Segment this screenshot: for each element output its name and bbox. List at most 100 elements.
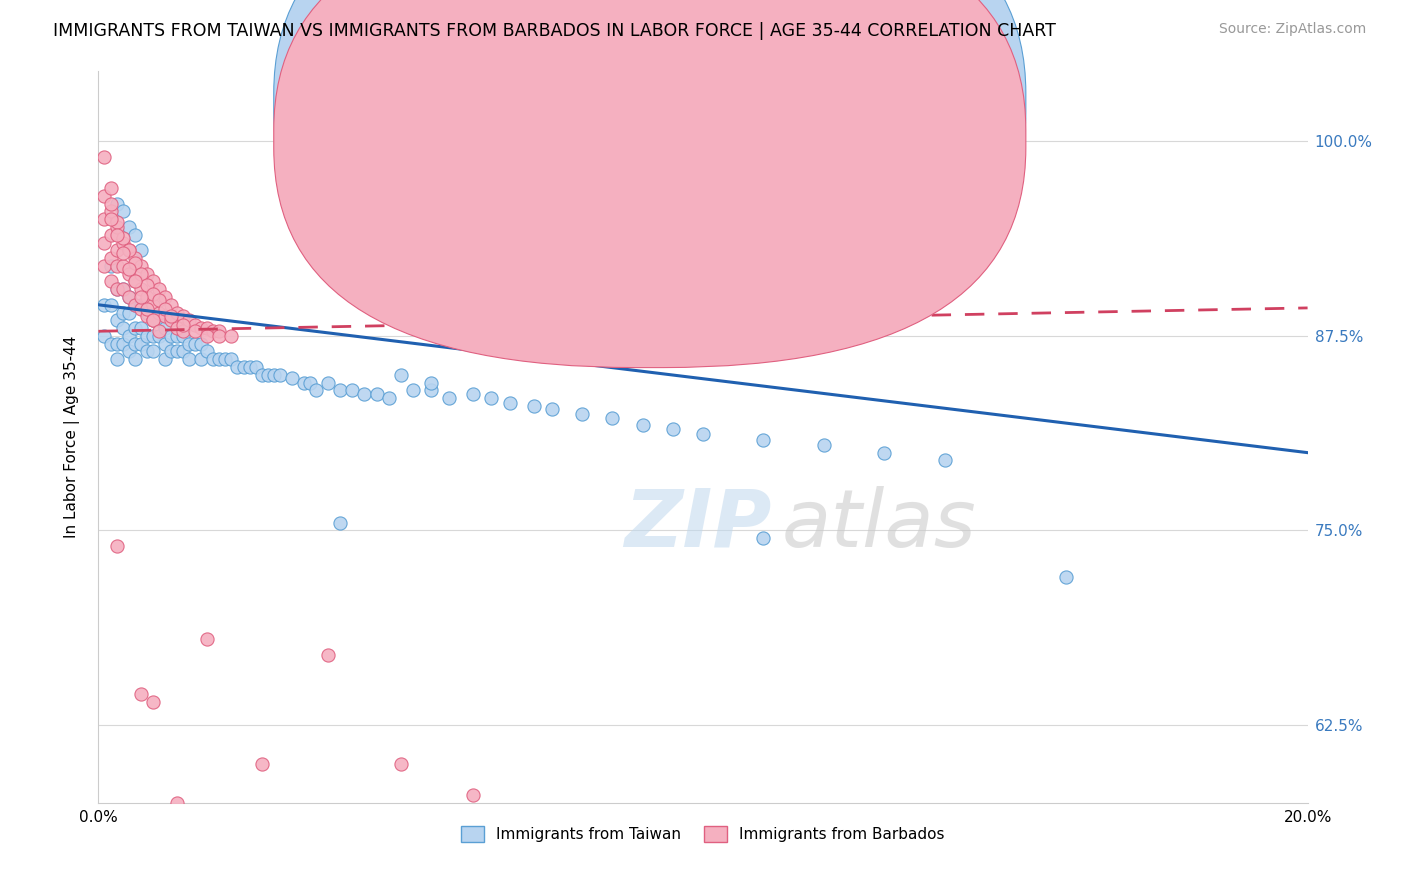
Point [523,399,546,413]
Point [93,150,115,164]
Point [153,309,176,323]
Point [329,384,352,398]
Point [148,329,170,343]
Point [463,788,485,802]
Point [184,324,207,338]
Point [389,368,412,382]
Point [111,235,134,250]
Point [166,329,188,343]
Point [105,313,128,327]
Point [195,321,218,335]
Point [100,259,122,273]
Point [142,275,165,289]
Point [135,290,157,304]
Text: N =: N = [785,93,818,108]
Point [316,648,339,662]
Point [540,402,562,417]
Point [111,305,134,319]
Point [752,531,775,545]
Point [118,262,141,277]
Point [118,244,141,258]
Point [111,231,134,245]
Point [129,290,152,304]
Point [148,305,170,319]
Point [135,267,157,281]
Point [142,298,165,312]
Point [105,336,128,351]
Text: N =: N = [785,129,818,145]
Point [250,756,273,771]
Point [124,227,146,242]
Point [420,384,443,398]
Legend: Immigrants from Taiwan, Immigrants from Barbados: Immigrants from Taiwan, Immigrants from … [454,819,952,850]
Point [263,368,285,382]
Point [250,368,273,382]
Point [166,796,188,810]
Point [195,329,218,343]
Point [160,313,183,327]
Point [153,352,176,367]
Point [190,352,212,367]
Point [124,321,146,335]
Point [305,384,328,398]
Point [129,298,152,312]
Point [118,219,141,234]
Point [111,204,134,219]
Point [281,371,304,385]
Point [232,359,254,374]
Point [111,321,134,335]
Point [402,384,425,398]
Point [129,282,152,296]
Point [135,329,157,343]
Text: 83: 83 [828,129,846,145]
Text: Source: ZipAtlas.com: Source: ZipAtlas.com [1219,22,1367,37]
Point [105,352,128,367]
FancyBboxPatch shape [614,77,905,172]
Text: R =: R = [675,129,709,145]
Point [111,259,134,273]
Point [118,329,141,343]
Point [153,321,176,335]
Point [873,445,896,459]
Point [148,324,170,338]
Point [208,329,231,343]
Point [184,318,207,332]
Point [135,344,157,359]
Point [195,344,218,359]
Point [172,329,194,343]
Point [118,305,141,319]
Point [100,204,122,219]
Point [93,189,115,203]
Point [124,256,146,270]
Point [160,344,183,359]
Point [93,298,115,312]
Point [135,305,157,319]
Point [129,321,152,335]
Point [571,407,593,421]
Point [142,286,165,301]
Point [129,687,152,701]
Point [179,336,201,351]
Point [813,438,835,452]
Point [124,275,146,289]
Point [105,219,128,234]
Point [142,313,165,327]
Text: atlas: atlas [782,486,976,564]
Point [166,344,188,359]
Point [389,756,412,771]
Point [124,251,146,265]
Text: -0.241: -0.241 [721,93,770,108]
Point [100,336,122,351]
Point [214,352,236,367]
Point [93,212,115,227]
Point [239,359,262,374]
Text: 94: 94 [828,93,846,108]
Point [135,309,157,323]
Point [142,329,165,343]
Point [105,282,128,296]
Point [256,368,278,382]
Point [100,212,122,227]
Text: ZIP: ZIP [624,486,772,564]
Point [105,196,128,211]
Point [148,293,170,307]
